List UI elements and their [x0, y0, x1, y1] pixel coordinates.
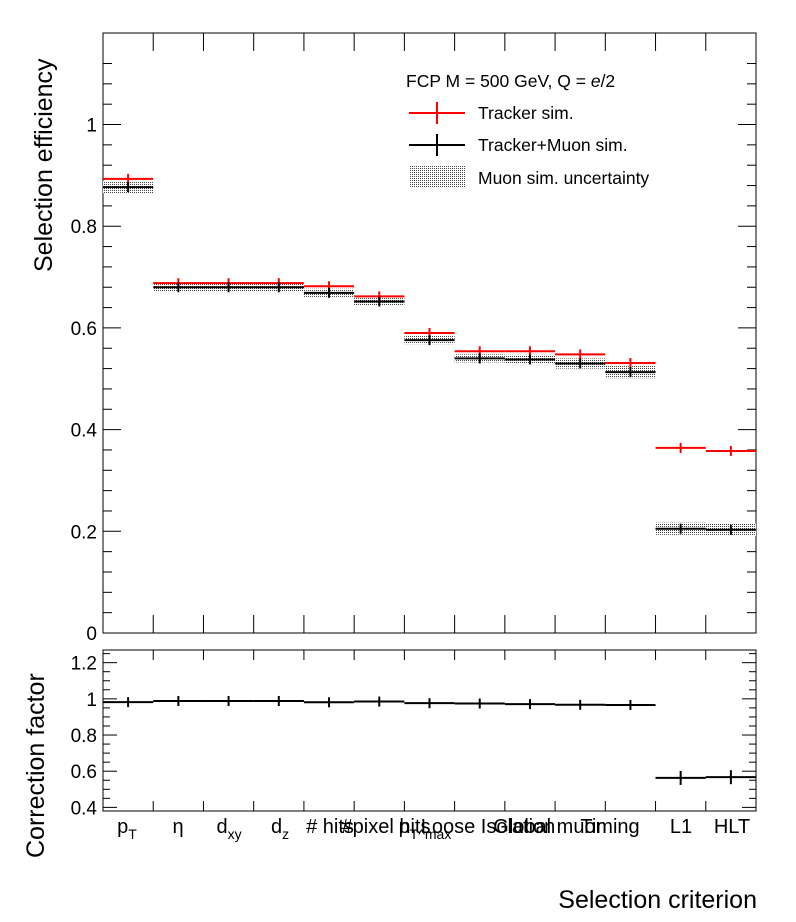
- ratio-y-axis: 0.4 0.6 0.8 1 1.2: [71, 653, 756, 819]
- main-series-group: [103, 173, 756, 535]
- ratio-y-tick-label: 0.6: [71, 762, 97, 783]
- category-label: Global muon: [493, 816, 606, 838]
- main-y-tick-label: 0.2: [71, 522, 97, 543]
- legend-marker-muon-uncertainty: [409, 166, 465, 188]
- legend-label-tracker-muon-sim: Tracker+Muon sim.: [478, 135, 628, 155]
- ratio-y-tick-label: 0.4: [71, 798, 98, 819]
- muon-uncertainty-bands: [103, 180, 756, 536]
- category-label: L1: [670, 816, 692, 838]
- category-label: #pixel hits: [342, 816, 431, 838]
- category-label: HLT: [714, 816, 750, 838]
- category-label: dz: [271, 816, 289, 842]
- ratio-y-tick-label: 1: [86, 690, 97, 711]
- ratio-plot-frame: [102, 649, 757, 812]
- category-label: Loose Isolation: [421, 816, 556, 838]
- category-label: η: [172, 816, 183, 838]
- x-axis-title: Selection criterion: [558, 886, 757, 914]
- ratio-y-tick-label: 0.8: [71, 726, 97, 747]
- main-plot-frame: [102, 32, 757, 634]
- ratio-series-group: [103, 696, 756, 785]
- main-y-tick-label: 0.8: [71, 217, 97, 238]
- category-label: pT: [117, 816, 137, 842]
- ratio-y-tick-label: 1.2: [71, 654, 97, 675]
- x-axis: [102, 33, 757, 811]
- main-y-axis: 0 0.2 0.4 0.6 0.8 1: [71, 63, 756, 645]
- main-y-tick-label: 0.6: [71, 319, 97, 340]
- category-label: Timing: [580, 816, 639, 838]
- main-y-tick-label: 0.4: [71, 421, 98, 442]
- legend-label-muon-uncertainty: Muon sim. uncertainty: [478, 168, 649, 188]
- category-label: pT^max: [399, 816, 452, 842]
- main-y-tick-label: 1: [86, 116, 97, 137]
- category-label: dxy: [216, 816, 241, 842]
- legend-label-tracker-sim: Tracker sim.: [478, 103, 574, 123]
- ratio-y-axis-title: Correction factor: [22, 673, 50, 858]
- main-y-axis-title: Selection efficiency: [30, 58, 58, 272]
- category-label: # hits: [306, 816, 354, 838]
- legend-header: FCP M = 500 GeV, Q = e/2: [406, 71, 615, 91]
- legend: FCP M = 500 GeV, Q = e/2 Tracker sim. Tr…: [406, 71, 649, 188]
- main-y-tick-label: 0: [86, 624, 97, 645]
